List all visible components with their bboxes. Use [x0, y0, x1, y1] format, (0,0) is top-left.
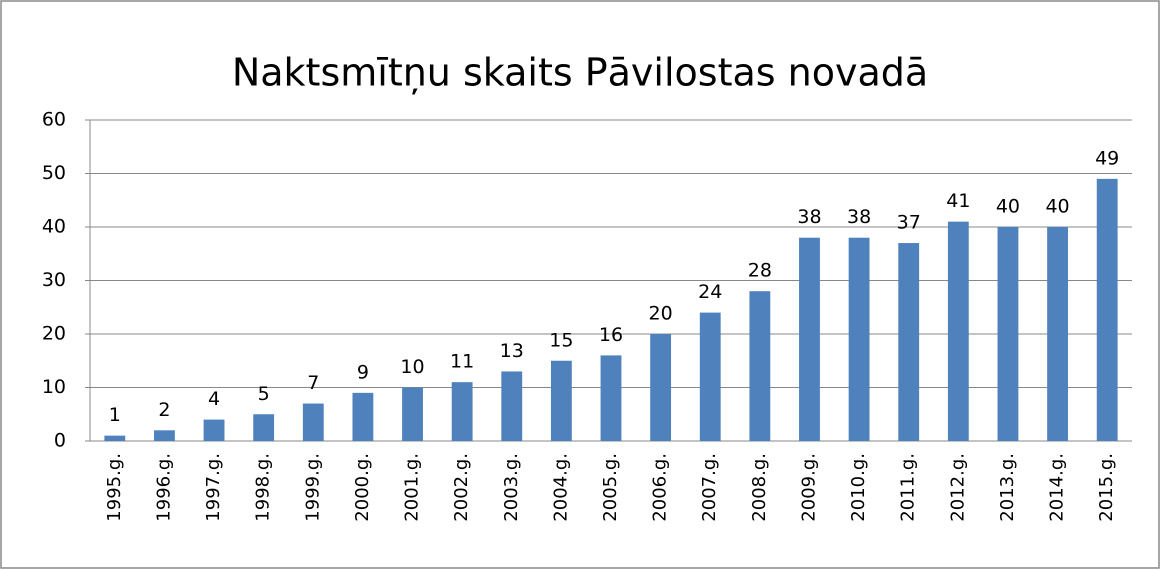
y-tick-label: 30	[42, 269, 66, 291]
y-tick-label: 50	[42, 162, 66, 184]
bar	[253, 414, 275, 441]
x-tick-label: 2013.g.	[997, 453, 1018, 522]
bar	[650, 334, 672, 441]
value-label: 13	[500, 340, 524, 362]
x-tick-label: 1999.g.	[302, 453, 323, 522]
value-label: 9	[357, 361, 369, 383]
bar	[600, 355, 622, 441]
value-label: 2	[158, 399, 170, 421]
x-tick-label: 2005.g.	[600, 453, 621, 522]
x-tick-label: 2001.g.	[402, 453, 423, 522]
bar	[997, 227, 1019, 441]
value-label: 16	[599, 324, 623, 346]
x-tick-label: 2010.g.	[848, 453, 869, 522]
value-label: 1	[109, 404, 121, 426]
value-label: 11	[450, 351, 474, 373]
bar	[848, 237, 870, 441]
bar	[501, 371, 523, 441]
value-label: 10	[400, 356, 424, 378]
value-label: 4	[208, 388, 220, 410]
x-tick-label: 2000.g.	[352, 453, 373, 522]
value-label: 38	[847, 206, 871, 228]
value-label: 28	[748, 260, 772, 282]
x-tick-label: 1996.g.	[153, 453, 174, 522]
x-tick-label: 1997.g.	[203, 453, 224, 522]
bar	[947, 221, 969, 441]
bar	[203, 419, 225, 441]
x-tick-label: 2006.g.	[650, 453, 671, 522]
value-label: 7	[307, 372, 319, 394]
bar	[1047, 227, 1068, 441]
value-label: 5	[258, 383, 270, 405]
x-tick-label: 2015.g.	[1096, 453, 1117, 522]
value-label: 49	[1095, 147, 1119, 169]
x-tick-label: 2004.g.	[550, 453, 571, 522]
y-tick-label: 20	[42, 323, 66, 345]
x-tick-label: 2009.g.	[798, 453, 819, 522]
bar	[451, 382, 473, 441]
y-tick-label: 0	[54, 430, 66, 452]
bar	[1096, 178, 1118, 441]
x-tick-label: 2012.g.	[947, 453, 968, 522]
bar	[352, 392, 374, 441]
value-label: 24	[698, 281, 722, 303]
x-tick-label: 2014.g.	[1047, 453, 1068, 522]
x-tick-label: 2007.g.	[699, 453, 720, 522]
x-tick-label: 2008.g.	[749, 453, 770, 522]
y-tick-label: 60	[42, 109, 66, 131]
bar	[302, 403, 324, 441]
x-tick-label: 1995.g.	[104, 453, 125, 522]
value-label: 41	[946, 190, 970, 212]
value-label: 37	[897, 212, 921, 234]
value-label: 40	[1045, 196, 1069, 218]
bar	[402, 387, 423, 441]
bar	[799, 237, 820, 441]
x-tick-label: 1998.g.	[253, 453, 274, 522]
x-tick-label: 2003.g.	[501, 453, 522, 522]
bar	[104, 435, 126, 441]
value-label: 15	[549, 329, 573, 351]
value-label: 40	[996, 196, 1020, 218]
value-label: 38	[797, 206, 821, 228]
bar	[898, 243, 920, 441]
chart-title: Naktsmītņu skaits Pāvilostas novadā	[232, 51, 928, 95]
bar	[749, 291, 771, 441]
x-tick-label: 2002.g.	[451, 453, 472, 522]
x-tick-label: 2011.g.	[898, 453, 919, 522]
y-tick-label: 10	[42, 376, 66, 398]
bar	[699, 312, 721, 441]
bar	[550, 360, 572, 441]
value-label: 20	[649, 303, 673, 325]
y-tick-label: 40	[42, 216, 66, 238]
bar	[154, 430, 175, 441]
